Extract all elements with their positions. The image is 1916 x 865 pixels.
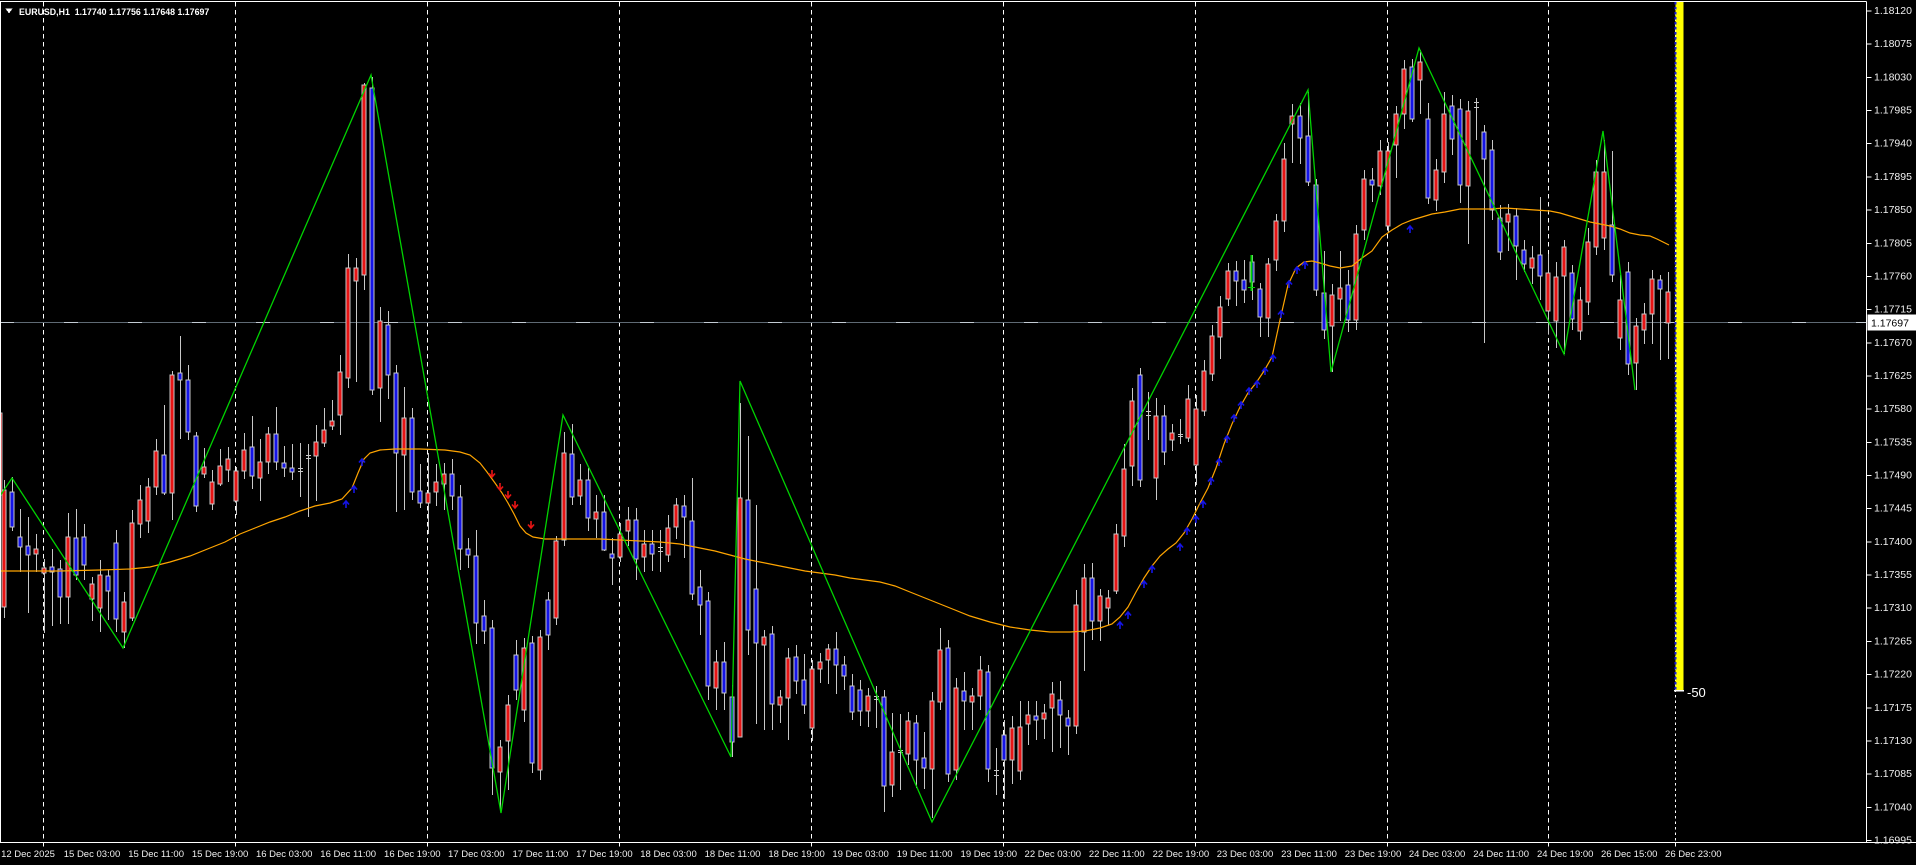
svg-text:1.18120: 1.18120 (1874, 5, 1912, 17)
svg-text:1.17085: 1.17085 (1874, 768, 1912, 780)
svg-text:17 Dec 19:00: 17 Dec 19:00 (576, 849, 633, 860)
svg-text:16 Dec 19:00: 16 Dec 19:00 (384, 849, 441, 860)
svg-text:1.17625: 1.17625 (1874, 370, 1912, 382)
svg-text:1.18030: 1.18030 (1874, 71, 1912, 83)
svg-text:18 Dec 19:00: 18 Dec 19:00 (768, 849, 825, 860)
svg-text:1.17760: 1.17760 (1874, 270, 1912, 282)
svg-text:15 Dec 11:00: 15 Dec 11:00 (128, 849, 184, 860)
svg-text:1.17985: 1.17985 (1874, 105, 1912, 117)
svg-text:1.17175: 1.17175 (1874, 702, 1912, 714)
svg-text:1.16995: 1.16995 (1874, 835, 1912, 847)
svg-text:22 Dec 11:00: 22 Dec 11:00 (1089, 849, 1145, 860)
svg-text:24 Dec 03:00: 24 Dec 03:00 (1409, 849, 1466, 860)
svg-text:1.17355: 1.17355 (1874, 569, 1912, 581)
svg-text:26 Dec 15:00: 26 Dec 15:00 (1601, 849, 1658, 860)
svg-text:15 Dec 19:00: 15 Dec 19:00 (192, 849, 249, 860)
svg-text:19 Dec 11:00: 19 Dec 11:00 (897, 849, 953, 860)
svg-text:1.17130: 1.17130 (1874, 735, 1912, 747)
svg-text:19 Dec 03:00: 19 Dec 03:00 (832, 849, 889, 860)
svg-text:23 Dec 03:00: 23 Dec 03:00 (1217, 849, 1274, 860)
svg-text:1.18075: 1.18075 (1874, 38, 1912, 50)
svg-text:22 Dec 19:00: 22 Dec 19:00 (1153, 849, 1210, 860)
svg-text:1.17310: 1.17310 (1874, 602, 1912, 614)
svg-text:1.17715: 1.17715 (1874, 304, 1912, 316)
svg-text:16 Dec 11:00: 16 Dec 11:00 (320, 849, 376, 860)
svg-text:23 Dec 11:00: 23 Dec 11:00 (1281, 849, 1337, 860)
svg-text:1.17400: 1.17400 (1874, 536, 1912, 548)
svg-text:1.17445: 1.17445 (1874, 503, 1912, 515)
svg-text:17 Dec 03:00: 17 Dec 03:00 (448, 849, 505, 860)
svg-text:24 Dec 11:00: 24 Dec 11:00 (1473, 849, 1529, 860)
svg-text:1.17220: 1.17220 (1874, 669, 1912, 681)
svg-text:1.17580: 1.17580 (1874, 403, 1912, 415)
svg-text:15 Dec 03:00: 15 Dec 03:00 (64, 849, 121, 860)
svg-text:1.17697: 1.17697 (1871, 318, 1909, 330)
svg-text:1.17490: 1.17490 (1874, 470, 1912, 482)
svg-text:1.17040: 1.17040 (1874, 801, 1912, 813)
svg-text:1.17535: 1.17535 (1874, 436, 1912, 448)
svg-text:1.17895: 1.17895 (1874, 171, 1912, 183)
svg-text:1.17940: 1.17940 (1874, 138, 1912, 150)
svg-text:12 Dec 2025: 12 Dec 2025 (1, 849, 55, 860)
svg-text:EURUSD,H1 1.17740 1.17756 1.1: EURUSD,H1 1.17740 1.17756 1.17648 1.1769… (19, 7, 209, 17)
svg-text:1.17670: 1.17670 (1874, 337, 1912, 349)
svg-text:-50: -50 (1687, 685, 1706, 700)
svg-text:1.17850: 1.17850 (1874, 204, 1912, 216)
svg-text:26 Dec 23:00: 26 Dec 23:00 (1665, 849, 1722, 860)
svg-text:16 Dec 03:00: 16 Dec 03:00 (256, 849, 313, 860)
svg-text:1.17265: 1.17265 (1874, 635, 1912, 647)
svg-text:22 Dec 03:00: 22 Dec 03:00 (1025, 849, 1082, 860)
svg-text:18 Dec 03:00: 18 Dec 03:00 (640, 849, 697, 860)
svg-text:24 Dec 19:00: 24 Dec 19:00 (1537, 849, 1594, 860)
svg-text:17 Dec 11:00: 17 Dec 11:00 (512, 849, 568, 860)
svg-text:1.17805: 1.17805 (1874, 237, 1912, 249)
svg-text:23 Dec 19:00: 23 Dec 19:00 (1345, 849, 1402, 860)
svg-text:19 Dec 19:00: 19 Dec 19:00 (961, 849, 1018, 860)
svg-text:18 Dec 11:00: 18 Dec 11:00 (705, 849, 761, 860)
